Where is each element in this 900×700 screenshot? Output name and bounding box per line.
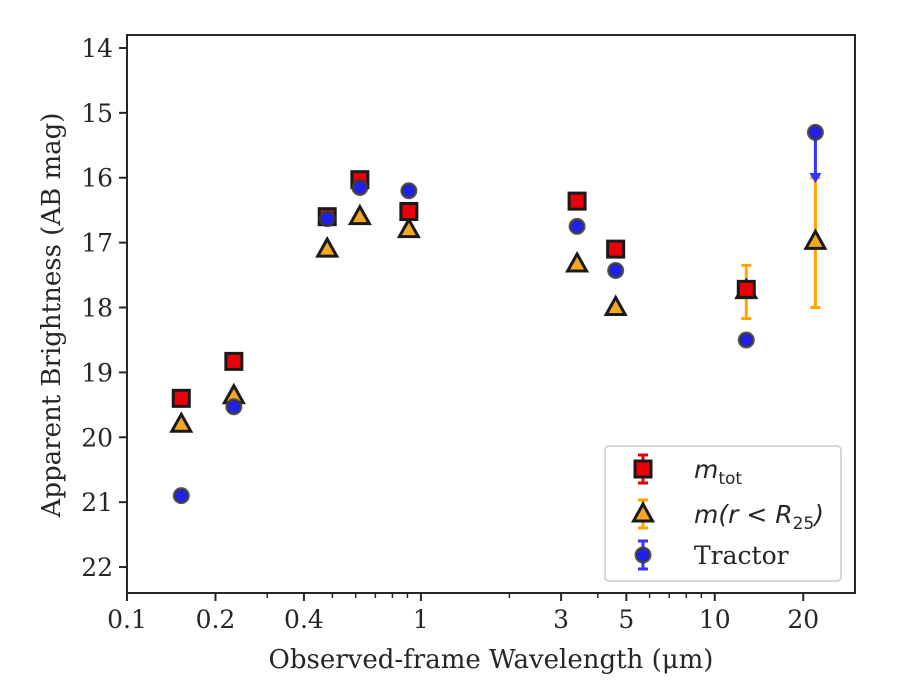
x-axis-label: Observed-frame Wavelength (μm) [269,645,714,675]
y-tick-label: 16 [81,164,113,193]
series-2 [172,123,824,505]
x-tick-label: 0.4 [284,605,324,634]
legend-label: mtot [694,455,742,489]
y-axis-label: Apparent Brightness (AB mag) [37,113,67,519]
x-tick-label: 5 [618,605,634,634]
data-point [736,279,756,299]
data-point [351,178,369,196]
legend-label: Tractor [694,541,789,570]
x-tick-label: 3 [553,605,569,634]
data-point [568,217,586,235]
x-tick-label: 0.2 [196,605,236,634]
y-tick-label: 17 [81,229,113,258]
legend-marker [634,546,652,564]
axes-frame [126,34,856,594]
x-tick-label: 0.1 [107,605,147,634]
legend-label: m(r < R25) [694,500,824,534]
axes: 0.1 0.2 0.4 1 3 5 10 20 14 15 16 17 18 19 20 21 22 [81,34,856,634]
x-tick-label: 10 [699,605,731,634]
data-point [606,239,626,259]
y-tick-label: 20 [81,423,113,452]
data-point [225,398,243,416]
data-point [169,411,194,433]
x-tick-label: 1 [413,605,429,634]
legend-marker [630,500,656,523]
data-point [567,191,587,211]
y-tick-label: 18 [81,294,113,323]
data-point [347,203,372,226]
x-tick-label: 20 [787,605,819,634]
data-point [172,487,190,505]
data-point [171,388,191,408]
legend: mtot m(r < R25) Tractor [604,445,842,582]
y-tick-label: 22 [81,553,113,582]
data-point [803,228,828,250]
data-point [318,210,336,228]
plot-area [127,35,855,593]
data-point [315,236,340,258]
data-point [396,216,421,239]
data-point [400,182,418,200]
data-point [603,294,628,317]
data-point [737,331,755,349]
data-point [224,351,244,371]
legend-entry-0: mtot [633,453,742,489]
legend-entry-1: m(r < R25) [630,498,824,534]
data-point [607,262,625,280]
y-tick-label: 14 [81,34,113,63]
y-tick-label: 19 [81,358,113,387]
legend-frame [604,445,842,582]
data-point [806,123,824,141]
legend-marker [633,459,653,479]
y-tick-label: 15 [81,99,113,128]
data-point [565,250,590,273]
y-tick-label: 21 [81,488,113,517]
data-point [399,201,419,221]
upper-limit-arrow [809,172,822,183]
legend-entry-2: Tractor [634,539,789,571]
